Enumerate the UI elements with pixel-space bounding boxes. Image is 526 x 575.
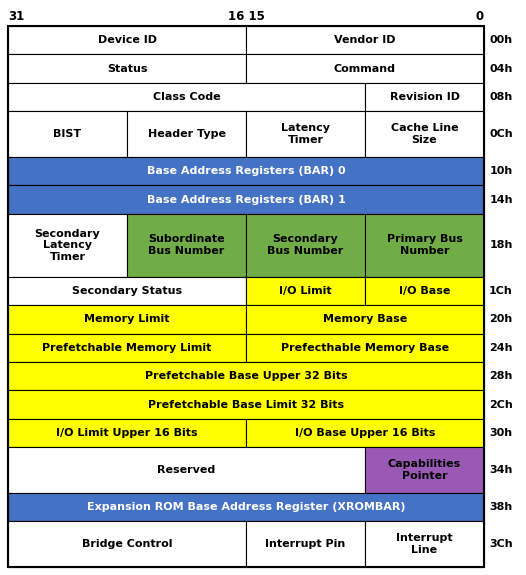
Text: I/O Limit: I/O Limit — [279, 286, 332, 296]
Bar — [8, 493, 484, 522]
Text: Expansion ROM Base Address Register (XROMBAR): Expansion ROM Base Address Register (XRO… — [87, 502, 405, 512]
Text: I/O Base Upper 16 Bits: I/O Base Upper 16 Bits — [295, 428, 435, 438]
Bar — [246, 214, 365, 277]
Bar — [8, 26, 246, 55]
Bar — [365, 214, 484, 277]
Text: 0Ch: 0Ch — [489, 129, 513, 139]
Text: 30h: 30h — [489, 428, 512, 438]
Text: 3Ch: 3Ch — [489, 539, 513, 549]
Text: 31: 31 — [8, 10, 24, 23]
Bar — [246, 305, 484, 333]
Text: I/O Base: I/O Base — [399, 286, 450, 296]
Text: 38h: 38h — [489, 502, 513, 512]
Text: Base Address Registers (BAR) 1: Base Address Registers (BAR) 1 — [147, 195, 346, 205]
Bar — [8, 277, 246, 305]
Bar — [246, 334, 484, 362]
Text: 0: 0 — [476, 10, 484, 23]
Bar — [8, 334, 246, 362]
Text: 10h: 10h — [489, 166, 513, 176]
Text: Prefetchable Memory Limit: Prefetchable Memory Limit — [42, 343, 211, 352]
Bar — [365, 447, 484, 493]
Text: Header Type: Header Type — [147, 129, 226, 139]
Text: Prefetchable Base Limit 32 Bits: Prefetchable Base Limit 32 Bits — [148, 400, 344, 410]
Text: 14h: 14h — [489, 195, 513, 205]
Text: Reserved: Reserved — [157, 465, 216, 475]
Text: Memory Limit: Memory Limit — [84, 315, 170, 324]
Bar — [246, 26, 484, 55]
Bar — [8, 157, 484, 186]
Bar — [127, 112, 246, 157]
Bar — [365, 522, 484, 567]
Text: Device ID: Device ID — [97, 35, 157, 45]
Text: 34h: 34h — [489, 465, 513, 475]
Bar — [246, 112, 365, 157]
Bar — [246, 522, 365, 567]
Bar — [8, 305, 246, 333]
Bar — [8, 55, 246, 83]
Bar — [246, 277, 365, 305]
Text: Prefetchable Base Upper 32 Bits: Prefetchable Base Upper 32 Bits — [145, 371, 347, 381]
Text: 16 15: 16 15 — [228, 10, 265, 23]
Text: Interrupt Pin: Interrupt Pin — [266, 539, 346, 549]
Text: Capabilities
Pointer: Capabilities Pointer — [388, 459, 461, 481]
Text: Subordinate
Bus Number: Subordinate Bus Number — [148, 235, 225, 256]
Text: Latency
Timer: Latency Timer — [281, 124, 330, 145]
Text: Secondary
Latency
Timer: Secondary Latency Timer — [35, 229, 100, 262]
Text: Cache Line
Size: Cache Line Size — [391, 124, 458, 145]
Bar — [8, 390, 484, 419]
Bar — [365, 112, 484, 157]
Text: Base Address Registers (BAR) 0: Base Address Registers (BAR) 0 — [147, 166, 345, 176]
Text: Memory Base: Memory Base — [323, 315, 407, 324]
Bar — [246, 55, 484, 83]
Bar — [8, 447, 365, 493]
Text: 2Ch: 2Ch — [489, 400, 513, 410]
Bar — [8, 419, 246, 447]
Text: 00h: 00h — [489, 35, 512, 45]
Text: 18h: 18h — [489, 240, 513, 250]
Text: 04h: 04h — [489, 64, 513, 74]
Text: 20h: 20h — [489, 315, 513, 324]
Bar — [365, 83, 484, 112]
Bar — [8, 112, 127, 157]
Text: Command: Command — [334, 64, 396, 74]
Text: BIST: BIST — [54, 129, 82, 139]
Bar — [8, 214, 127, 277]
Text: Secondary Status: Secondary Status — [72, 286, 182, 296]
Text: I/O Limit Upper 16 Bits: I/O Limit Upper 16 Bits — [56, 428, 198, 438]
Text: Class Code: Class Code — [153, 92, 220, 102]
Text: 1Ch: 1Ch — [489, 286, 513, 296]
Text: Interrupt
Line: Interrupt Line — [396, 534, 453, 555]
Bar — [8, 186, 484, 214]
Bar — [8, 522, 246, 567]
Bar — [246, 419, 484, 447]
Text: Vendor ID: Vendor ID — [334, 35, 396, 45]
Text: Status: Status — [107, 64, 147, 74]
Text: Revision ID: Revision ID — [389, 92, 460, 102]
Text: 08h: 08h — [489, 92, 513, 102]
Text: Primary Bus
Number: Primary Bus Number — [387, 235, 462, 256]
Text: Secondary
Bus Number: Secondary Bus Number — [267, 235, 343, 256]
Bar — [8, 362, 484, 390]
Text: 28h: 28h — [489, 371, 513, 381]
Bar — [127, 214, 246, 277]
Bar — [365, 277, 484, 305]
Text: Prefecthable Memory Base: Prefecthable Memory Base — [281, 343, 449, 352]
Text: 24h: 24h — [489, 343, 513, 352]
Text: Bridge Control: Bridge Control — [82, 539, 172, 549]
Bar — [8, 83, 365, 112]
